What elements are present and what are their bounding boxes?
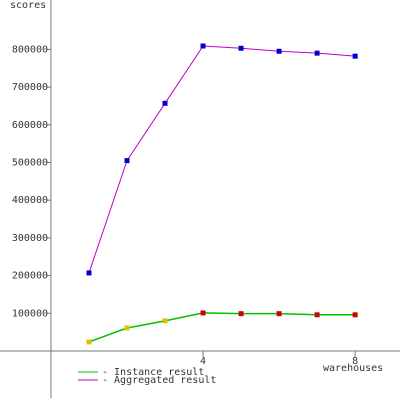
marker [124,158,130,164]
legend-label: - Aggregated result [102,375,216,386]
marker [86,270,92,276]
y-tick-label: 600000 [12,120,48,131]
y-tick-label: 100000 [12,308,48,319]
y-tick-label: 700000 [12,82,48,93]
marker [200,43,206,49]
marker [314,50,320,56]
marker [200,310,206,316]
y-tick-label: 500000 [12,157,48,168]
marker [238,311,244,317]
marker [276,48,282,54]
x-tick-label: 4 [200,356,206,367]
x-tick-label: 8 [352,356,358,367]
marker [162,318,168,324]
marker [352,312,358,318]
marker [86,339,92,345]
series-line [88,45,356,274]
x-axis-label: warehouses [323,363,383,374]
y-tick-label: 400000 [12,195,48,206]
y-tick-label: 300000 [12,233,48,244]
marker [124,325,130,331]
marker [276,311,282,317]
marker [238,45,244,51]
marker [314,312,320,318]
y-axis-label: scores [10,0,46,11]
series-line [88,312,356,343]
marker [162,100,168,106]
y-tick-label: 200000 [12,271,48,282]
marker [352,53,358,59]
legend-label: - Instance result [102,367,204,378]
y-tick-label: 800000 [12,44,48,55]
